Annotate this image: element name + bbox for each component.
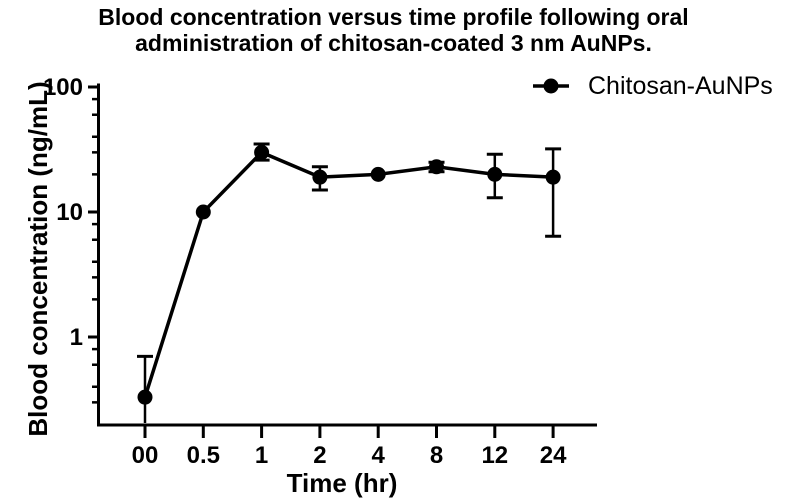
y-tick-label: 100: [43, 74, 83, 101]
data-point-12: [487, 166, 503, 182]
data-point-8: [429, 159, 444, 175]
data-point-24: [545, 169, 561, 185]
y-tick-label: 10: [56, 199, 83, 226]
y-tick-label: 1: [70, 324, 83, 351]
x-tick-label: 12: [481, 442, 508, 469]
legend-marker-icon: [543, 78, 559, 94]
x-tick-label: 8: [430, 442, 443, 469]
x-tick-label: 1: [255, 442, 268, 469]
x-tick-label: 00: [132, 442, 159, 469]
chart-title: Blood concentration versus time profile …: [0, 4, 787, 56]
legend-label: Chitosan-AuNPs: [588, 72, 773, 100]
x-axis-label: Time (hr): [287, 468, 398, 498]
x-tick-label: 24: [540, 442, 567, 469]
x-tick-label: 4: [372, 442, 386, 469]
chart-title-line1: Blood concentration versus time profile …: [98, 4, 689, 30]
series-line-chitosan-aunps: [143, 150, 554, 398]
x-tick-label: 0.5: [187, 442, 220, 469]
data-point-0.5: [195, 204, 211, 220]
data-point-1: [254, 144, 270, 160]
chart-title-line2: administration of chitosan-coated 3 nm A…: [135, 30, 652, 56]
data-point-00: [137, 389, 153, 405]
data-point-4: [370, 166, 386, 182]
data-point-2: [312, 169, 328, 185]
x-tick-label: 2: [313, 442, 326, 469]
